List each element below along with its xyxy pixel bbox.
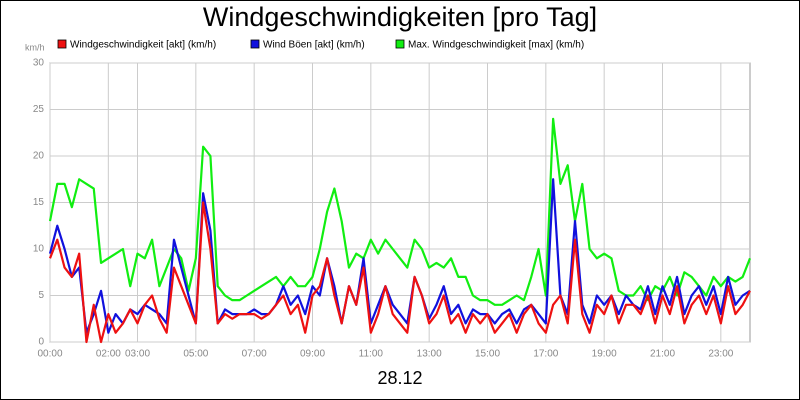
- x-tick-label: 05:00: [183, 349, 208, 360]
- legend-swatch: [57, 39, 67, 49]
- y-tick-label: 10: [33, 244, 45, 255]
- x-tick-label: 07:00: [242, 349, 267, 360]
- series-line: [48, 201, 751, 344]
- legend-label: Max. Windgeschwindigkeit [max] (km/h): [408, 40, 584, 51]
- x-tick-label: 23:00: [708, 349, 733, 360]
- legend-label: Windgeschwindigkeit [akt] (km/h): [70, 40, 216, 51]
- x-tick-label: 03:00: [125, 349, 150, 360]
- legend-label: Wind Böen [akt] (km/h): [263, 40, 365, 51]
- x-tick-label: 21:00: [650, 349, 675, 360]
- x-tick-label: 17:00: [533, 349, 558, 360]
- x-tick-label: 02:00: [96, 349, 121, 360]
- y-tick-label: 0: [38, 337, 44, 348]
- y-unit: km/h: [25, 42, 45, 52]
- x-tick-label: 15:00: [475, 349, 500, 360]
- y-tick-label: 5: [38, 290, 44, 301]
- series-line: [48, 117, 752, 306]
- y-tick-label: 25: [33, 104, 45, 115]
- x-tick-label: 13:00: [417, 349, 442, 360]
- y-tick-label: 20: [33, 151, 45, 162]
- x-tick-label: 09:00: [300, 349, 325, 360]
- date-label: 28.12: [377, 368, 422, 388]
- x-tick-label: 19:00: [592, 349, 617, 360]
- legend-swatch: [395, 39, 405, 49]
- x-tick-label: 00:00: [37, 349, 62, 360]
- x-tick-label: 11:00: [359, 349, 384, 360]
- legend-swatch: [250, 39, 260, 49]
- chart-title: Windgeschwindigkeiten [pro Tag]: [203, 2, 597, 32]
- y-tick-label: 30: [33, 58, 45, 69]
- y-tick-label: 15: [33, 197, 45, 208]
